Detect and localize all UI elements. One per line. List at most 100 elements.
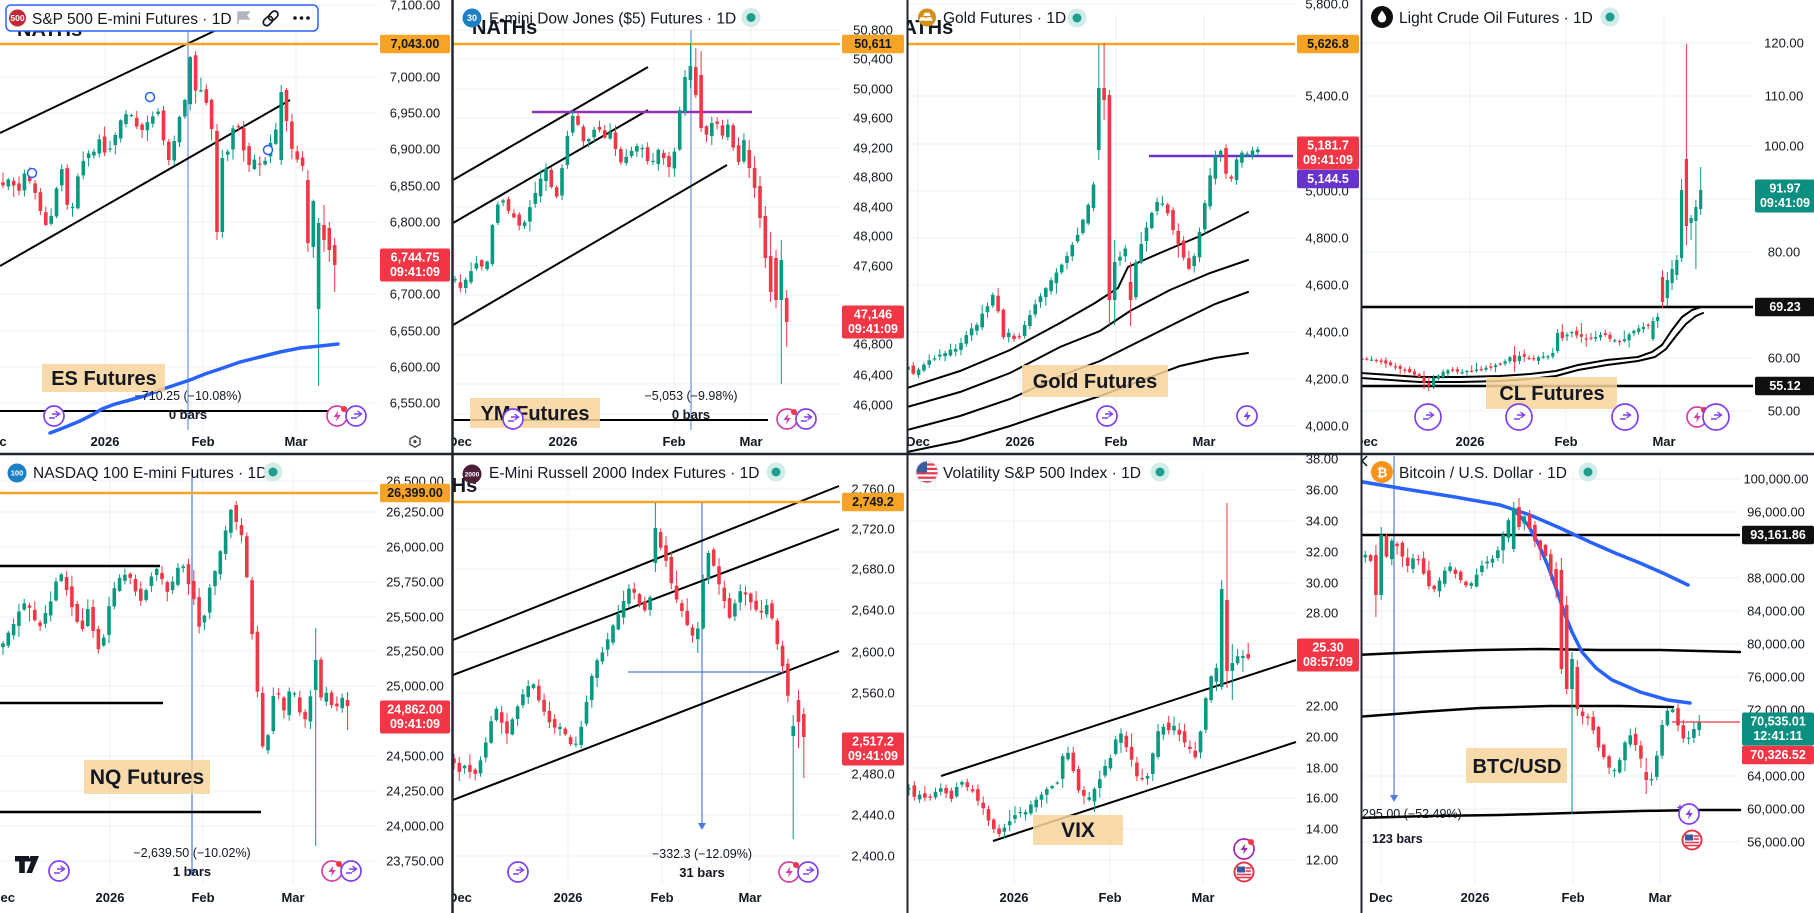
svg-text:6,700.00: 6,700.00 — [390, 286, 441, 301]
svg-text:49,200: 49,200 — [853, 140, 893, 155]
svg-text:88,000.00: 88,000.00 — [1747, 570, 1805, 585]
svg-text:Dec: Dec — [448, 434, 472, 449]
svg-text:2026: 2026 — [91, 434, 120, 449]
svg-text:Dec: Dec — [906, 434, 930, 449]
svg-text:100: 100 — [11, 469, 24, 478]
svg-text:VIX: VIX — [1061, 819, 1095, 842]
svg-text:Mar: Mar — [1652, 434, 1675, 449]
svg-text:CL Futures: CL Futures — [1499, 383, 1604, 405]
svg-text:30: 30 — [467, 13, 477, 23]
svg-text:69.23: 69.23 — [1769, 300, 1800, 314]
svg-text:60,000.00: 60,000.00 — [1747, 801, 1805, 816]
svg-text:E-Mini Russell 2000 Index Futu: E-Mini Russell 2000 Index Futures · 1D — [489, 465, 760, 482]
svg-text:20.00: 20.00 — [1306, 729, 1339, 744]
svg-text:46,800: 46,800 — [853, 336, 893, 351]
svg-text:2,560.0: 2,560.0 — [851, 685, 894, 700]
svg-text:0 bars: 0 bars — [672, 407, 710, 422]
svg-text:NATHs: NATHs — [888, 17, 953, 39]
svg-text:Dec: Dec — [1369, 890, 1393, 905]
svg-text:7,000.00: 7,000.00 — [390, 69, 441, 84]
svg-text:64,000.00: 64,000.00 — [1747, 768, 1805, 783]
svg-text:2026: 2026 — [1461, 890, 1490, 905]
svg-text:Feb: Feb — [1098, 890, 1121, 905]
svg-text:2,749.2: 2,749.2 — [852, 495, 894, 509]
svg-text:14.00: 14.00 — [1306, 821, 1339, 836]
svg-text:50.00: 50.00 — [1768, 403, 1801, 418]
svg-text:6,850.00: 6,850.00 — [390, 178, 441, 193]
svg-text:Mar: Mar — [281, 890, 304, 905]
svg-text:09:41:09: 09:41:09 — [390, 265, 440, 279]
svg-text:Feb: Feb — [1554, 434, 1577, 449]
svg-text:ES Futures: ES Futures — [51, 368, 157, 390]
svg-text:Mar: Mar — [1648, 890, 1671, 905]
svg-text:Gold Futures: Gold Futures — [1033, 371, 1157, 393]
svg-text:25,750.00: 25,750.00 — [386, 574, 444, 589]
svg-text:Feb: Feb — [191, 890, 214, 905]
svg-text:5,800.0: 5,800.0 — [1305, 0, 1348, 11]
svg-text:2026: 2026 — [1006, 434, 1035, 449]
svg-text:−710.25 (−10.08%): −710.25 (−10.08%) — [134, 389, 241, 403]
svg-text:Feb: Feb — [1561, 890, 1584, 905]
svg-text:36.00: 36.00 — [1306, 482, 1339, 497]
svg-text:80.00: 80.00 — [1768, 244, 1801, 259]
svg-text:4,400.0: 4,400.0 — [1305, 324, 1348, 339]
svg-text:Dec: Dec — [1354, 434, 1378, 449]
svg-text:6,900.00: 6,900.00 — [390, 141, 441, 156]
svg-text:23,750.00: 23,750.00 — [386, 853, 444, 868]
svg-text:12:41:11: 12:41:11 — [1753, 729, 1802, 743]
svg-text:22.00: 22.00 — [1306, 698, 1339, 713]
svg-text:24,000.00: 24,000.00 — [386, 818, 444, 833]
svg-text:Feb: Feb — [650, 890, 673, 905]
svg-text:26,000.00: 26,000.00 — [386, 539, 444, 554]
svg-text:24,500.00: 24,500.00 — [386, 748, 444, 763]
svg-text:1 bars: 1 bars — [173, 864, 211, 879]
svg-text:56,000.00: 56,000.00 — [1747, 834, 1805, 849]
svg-text:50,400: 50,400 — [853, 51, 893, 66]
svg-text:09:41:09: 09:41:09 — [1303, 153, 1353, 167]
svg-text:2,440.0: 2,440.0 — [851, 807, 894, 822]
svg-text:295.00 (−52.49%): 295.00 (−52.49%) — [1362, 807, 1462, 821]
svg-text:100.00: 100.00 — [1764, 138, 1804, 153]
svg-text:6,800.00: 6,800.00 — [390, 214, 441, 229]
svg-text:48,000: 48,000 — [853, 228, 893, 243]
svg-text:Bitcoin / U.S. Dollar · 1D: Bitcoin / U.S. Dollar · 1D — [1399, 465, 1567, 482]
svg-text:96,000.00: 96,000.00 — [1747, 504, 1805, 519]
svg-text:Feb: Feb — [191, 434, 214, 449]
svg-text:Mar: Mar — [738, 890, 761, 905]
svg-text:c: c — [0, 434, 7, 449]
svg-text:24,862.00: 24,862.00 — [387, 703, 443, 717]
svg-text:2026: 2026 — [1456, 434, 1485, 449]
svg-text:Mar: Mar — [284, 434, 307, 449]
svg-text:25,500.00: 25,500.00 — [386, 609, 444, 624]
svg-text:47,146: 47,146 — [854, 308, 892, 322]
svg-text:50,800: 50,800 — [853, 22, 893, 37]
svg-text:NATHs: NATHs — [472, 17, 537, 39]
svg-text:YM Futures: YM Futures — [481, 403, 590, 425]
svg-text:2026: 2026 — [96, 890, 125, 905]
svg-text:4,200.0: 4,200.0 — [1305, 371, 1348, 386]
svg-text:25,000.00: 25,000.00 — [386, 678, 444, 693]
svg-text:50,611: 50,611 — [854, 37, 892, 51]
svg-text:S&P 500 E-mini Futures · 1D: S&P 500 E-mini Futures · 1D — [32, 11, 232, 28]
svg-text:09:41:09: 09:41:09 — [1760, 196, 1810, 210]
svg-text:2,600.0: 2,600.0 — [851, 644, 894, 659]
svg-text:7,043.00: 7,043.00 — [391, 37, 440, 51]
svg-text:60.00: 60.00 — [1768, 350, 1801, 365]
svg-text:46,400: 46,400 — [853, 367, 893, 382]
svg-text:Volatility S&P 500 Index · 1D: Volatility S&P 500 Index · 1D — [943, 465, 1141, 482]
svg-text:46,000: 46,000 — [853, 397, 893, 412]
svg-text:2000: 2000 — [465, 471, 480, 478]
svg-text:50,000: 50,000 — [853, 81, 893, 96]
svg-text:09:41:09: 09:41:09 — [390, 717, 440, 731]
svg-text:2,480.0: 2,480.0 — [851, 766, 894, 781]
svg-text:4,600.0: 4,600.0 — [1305, 277, 1348, 292]
svg-text:NASDAQ 100 E-mini Futures · 1D: NASDAQ 100 E-mini Futures · 1D — [33, 465, 267, 482]
svg-text:09:41:09: 09:41:09 — [848, 322, 898, 336]
svg-text:16.00: 16.00 — [1306, 790, 1339, 805]
svg-text:4,000.0: 4,000.0 — [1305, 418, 1348, 433]
svg-text:55.12: 55.12 — [1769, 379, 1800, 393]
svg-text:120.00: 120.00 — [1764, 35, 1804, 50]
svg-text:Dec: Dec — [448, 890, 472, 905]
svg-text:2,400.0: 2,400.0 — [851, 848, 894, 863]
svg-text:76,000.00: 76,000.00 — [1747, 669, 1805, 684]
